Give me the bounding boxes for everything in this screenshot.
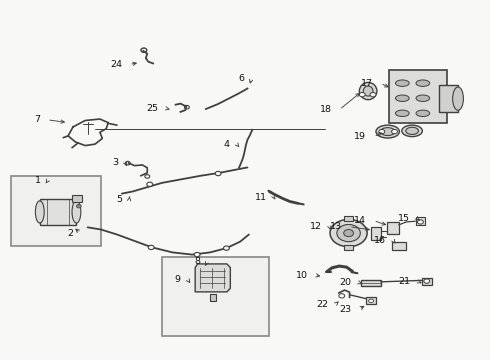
Circle shape [194, 252, 200, 257]
Text: 10: 10 [295, 270, 308, 279]
Circle shape [370, 93, 376, 97]
Text: 14: 14 [354, 216, 366, 225]
Bar [387, 222, 399, 234]
Circle shape [417, 220, 423, 224]
Text: 11: 11 [255, 193, 267, 202]
Text: 9: 9 [174, 275, 180, 284]
Circle shape [337, 225, 360, 242]
Text: 15: 15 [398, 214, 410, 223]
Text: 2: 2 [67, 229, 73, 238]
Circle shape [148, 245, 154, 249]
Bar [361, 280, 381, 286]
Text: 5: 5 [116, 195, 122, 204]
Text: 22: 22 [316, 300, 328, 309]
Polygon shape [195, 264, 230, 292]
Circle shape [223, 246, 229, 250]
Circle shape [392, 130, 397, 134]
Text: 18: 18 [320, 105, 332, 114]
Ellipse shape [416, 95, 430, 102]
Circle shape [330, 220, 367, 247]
Text: 4: 4 [223, 140, 229, 149]
Text: 19: 19 [354, 132, 366, 141]
Circle shape [147, 182, 153, 186]
Bar [371, 226, 381, 240]
Bar [343, 245, 353, 250]
Bar [162, 257, 270, 336]
Text: 21: 21 [398, 276, 410, 285]
Ellipse shape [376, 125, 399, 138]
Text: 1: 1 [35, 176, 41, 185]
Ellipse shape [380, 128, 395, 135]
Text: 17: 17 [361, 79, 373, 88]
Circle shape [368, 299, 373, 303]
Circle shape [76, 204, 81, 208]
Bar [440, 85, 458, 112]
Bar [40, 199, 76, 225]
Bar [366, 297, 376, 304]
Text: 24: 24 [110, 60, 122, 69]
Text: 6: 6 [238, 75, 244, 84]
Bar [422, 278, 432, 285]
Text: 3: 3 [112, 158, 118, 167]
Circle shape [424, 279, 430, 283]
Circle shape [359, 93, 365, 97]
Bar [392, 242, 406, 249]
Ellipse shape [35, 201, 44, 223]
Circle shape [339, 294, 344, 298]
Text: 13: 13 [330, 222, 342, 231]
Ellipse shape [406, 127, 418, 134]
Text: 16: 16 [374, 236, 386, 245]
Text: 12: 12 [310, 222, 322, 231]
Text: 20: 20 [340, 278, 351, 287]
Ellipse shape [402, 125, 422, 136]
Bar [11, 176, 101, 246]
Bar [343, 216, 353, 221]
Ellipse shape [416, 110, 430, 117]
Ellipse shape [363, 86, 373, 96]
Ellipse shape [72, 201, 81, 223]
Ellipse shape [453, 87, 464, 110]
Text: 25: 25 [146, 104, 158, 113]
Bar [72, 195, 82, 202]
Circle shape [343, 229, 353, 237]
Ellipse shape [359, 82, 377, 100]
Text: 23: 23 [340, 305, 351, 314]
Text: 8: 8 [194, 257, 200, 266]
Bar [416, 217, 425, 225]
Bar [210, 294, 216, 301]
Ellipse shape [395, 110, 409, 117]
Ellipse shape [395, 95, 409, 102]
Ellipse shape [395, 80, 409, 86]
Text: 7: 7 [34, 115, 40, 124]
Circle shape [215, 171, 221, 176]
Circle shape [379, 130, 385, 134]
Ellipse shape [416, 80, 430, 86]
Bar [389, 69, 447, 123]
